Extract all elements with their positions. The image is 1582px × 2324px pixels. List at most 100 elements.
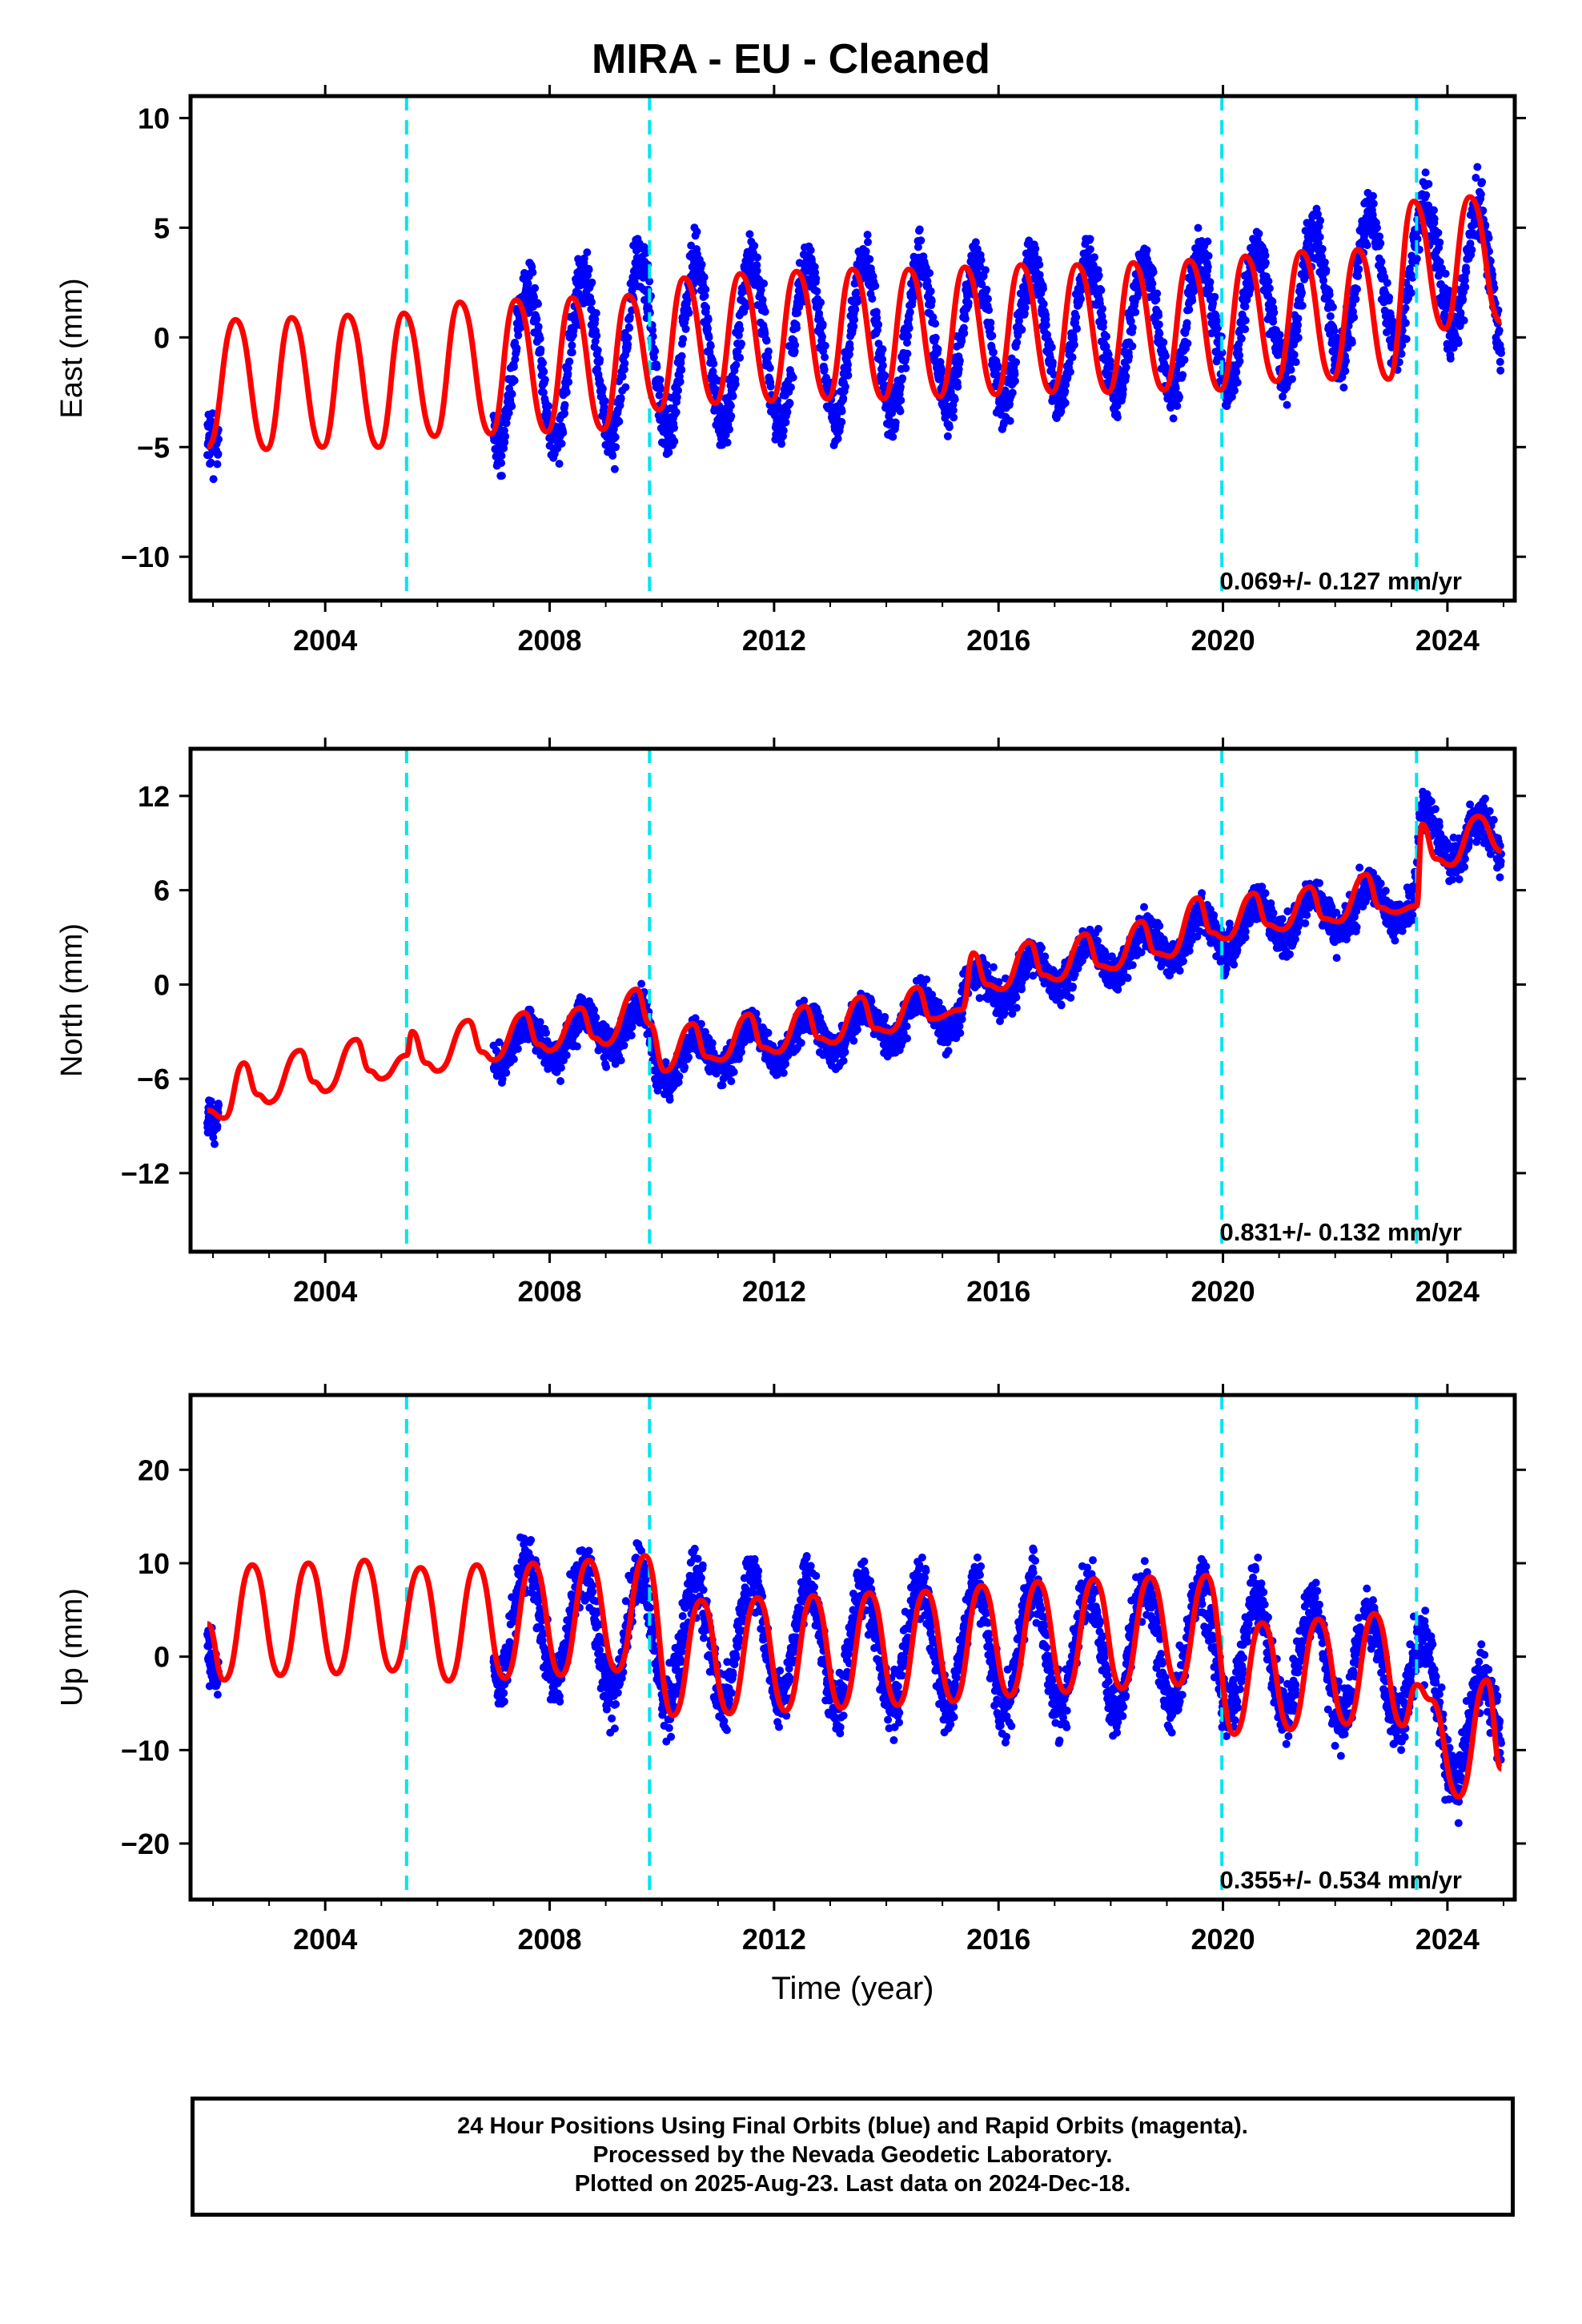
data-point <box>1097 286 1106 295</box>
data-point <box>1098 304 1106 313</box>
data-point <box>674 1078 683 1087</box>
data-point <box>1153 289 1162 298</box>
data-point <box>837 417 846 426</box>
data-point <box>1070 340 1078 349</box>
data-point <box>524 279 532 288</box>
data-point <box>1461 283 1470 292</box>
data-point <box>1298 301 1307 310</box>
data-point <box>753 261 761 269</box>
data-point <box>670 437 679 446</box>
data-point <box>209 1133 218 1142</box>
data-point <box>1128 324 1137 332</box>
data-points <box>203 787 1505 1148</box>
data-point <box>1265 284 1274 292</box>
data-point <box>1388 316 1397 325</box>
data-point <box>785 399 794 408</box>
data-point <box>665 448 673 456</box>
data-point <box>600 403 608 412</box>
data-point <box>955 356 964 365</box>
data-point <box>501 432 510 440</box>
data-point <box>211 1140 219 1148</box>
data-point <box>845 350 853 359</box>
data-point <box>625 324 634 332</box>
data-point <box>758 296 767 304</box>
data-point <box>988 332 997 340</box>
data-point <box>1476 190 1485 199</box>
data-point <box>1173 401 1182 410</box>
data-point <box>555 460 564 468</box>
data-point <box>793 324 801 332</box>
data-point <box>853 1025 861 1034</box>
data-point <box>1424 179 1433 188</box>
data-point <box>1473 163 1482 171</box>
data-point <box>612 443 620 452</box>
data-point <box>1247 283 1255 292</box>
data-point <box>1162 352 1170 360</box>
data-point <box>867 997 876 1005</box>
data-point <box>878 361 887 370</box>
data-point <box>1214 324 1223 332</box>
plot-area <box>203 96 1505 601</box>
data-point <box>1042 321 1050 329</box>
data-point <box>1459 295 1468 304</box>
data-point <box>934 998 943 1007</box>
data-point <box>591 315 600 324</box>
data-point <box>989 348 998 356</box>
data-point <box>701 285 710 294</box>
data-point <box>1106 356 1114 365</box>
data-point <box>905 324 913 332</box>
data-point <box>903 339 911 347</box>
data-point <box>1315 233 1324 241</box>
data-point <box>700 273 709 282</box>
data-point <box>565 357 574 366</box>
data-point <box>1287 365 1295 374</box>
data-point <box>1338 372 1347 381</box>
data-point <box>1102 342 1110 351</box>
data-point <box>1456 308 1465 317</box>
data-point <box>1008 388 1017 397</box>
data-point <box>898 374 907 383</box>
data-point <box>1377 257 1386 266</box>
data-point <box>766 382 775 391</box>
data-point <box>1061 399 1070 407</box>
data-point <box>1090 253 1098 262</box>
data-point <box>795 303 804 312</box>
data-point <box>665 1096 674 1104</box>
data-point <box>1241 325 1250 333</box>
data-point <box>950 413 958 422</box>
data-point <box>795 259 804 267</box>
data-point <box>1241 302 1250 311</box>
data-point <box>881 1012 889 1021</box>
data-point <box>1291 358 1300 367</box>
data-point <box>215 435 223 444</box>
data-point <box>209 475 218 484</box>
data-point <box>1268 297 1277 306</box>
data-point <box>702 304 710 312</box>
data-point <box>956 1029 965 1037</box>
data-point <box>833 434 842 443</box>
data-point <box>734 331 743 340</box>
data-point <box>1159 338 1168 347</box>
data-point <box>1183 339 1192 348</box>
data-point <box>800 996 809 1005</box>
data-point <box>1061 387 1070 396</box>
y-tick-label: −5 <box>137 431 170 464</box>
data-point <box>1430 206 1438 215</box>
data-point <box>1383 279 1391 287</box>
data-point <box>864 238 872 247</box>
data-point <box>498 1075 507 1084</box>
data-point <box>849 1036 858 1045</box>
data-point <box>1407 288 1415 297</box>
data-point <box>213 1122 222 1131</box>
data-point <box>1350 313 1359 322</box>
data-point <box>729 1068 738 1076</box>
data-point <box>945 423 954 432</box>
data-point <box>1472 174 1480 182</box>
data-point <box>844 360 852 369</box>
data-point <box>779 1068 788 1077</box>
data-point <box>931 320 940 328</box>
data-point <box>750 241 759 250</box>
data-point <box>934 345 942 354</box>
data-point <box>765 364 774 372</box>
data-point <box>1204 251 1213 260</box>
